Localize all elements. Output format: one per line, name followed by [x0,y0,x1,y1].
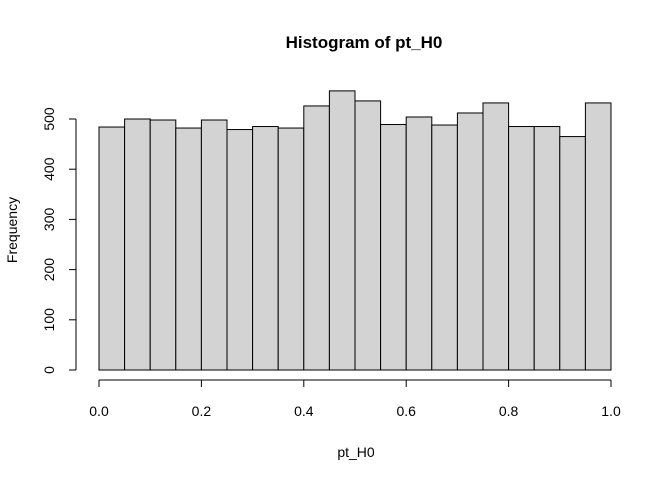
histogram-bar [98,126,126,371]
bars-group [98,90,612,371]
histogram-bar [533,126,561,371]
y-tick-label: 300 [41,208,57,232]
y-tick-label: 100 [41,308,57,332]
histogram-bar [175,127,202,371]
y-tick-label: 500 [41,107,57,131]
x-tick-label: 1.0 [601,403,621,419]
histogram-bar [456,112,484,371]
y-tick-label: 400 [41,157,57,181]
histogram-bar [380,124,407,371]
chart-title: Histogram of pt_H0 [286,33,443,52]
histogram-bar [226,129,254,371]
histogram-bar [559,136,586,371]
x-axis-label: pt_H0 [337,444,375,460]
y-tick-label: 0 [41,366,57,374]
histogram-bar [508,126,535,371]
x-tick-label: 0.4 [294,403,314,419]
histogram-bar [252,126,279,371]
histogram-bar [482,102,510,371]
histogram-bar [200,119,228,371]
x-axis: 0.0 0.2 0.4 0.6 0.8 1.0 [89,379,621,419]
y-tick-label: 200 [41,258,57,282]
x-tick-label: 0.8 [499,403,519,419]
x-tick-label: 0.0 [89,403,109,419]
x-tick-label: 0.6 [396,403,416,419]
histogram-bar [431,124,458,371]
histogram-bar [124,118,151,371]
y-axis: 0 100 200 300 400 500 [41,107,77,374]
histogram-bar [303,105,330,371]
histogram-bar [149,119,177,371]
histogram-bar [354,100,382,371]
y-axis-label: Frequency [4,197,20,263]
histogram-bar [584,102,612,371]
histogram-bar [328,90,356,371]
histogram-bar [405,116,433,371]
histogram-bar [277,127,305,371]
x-tick-label: 0.2 [192,403,212,419]
